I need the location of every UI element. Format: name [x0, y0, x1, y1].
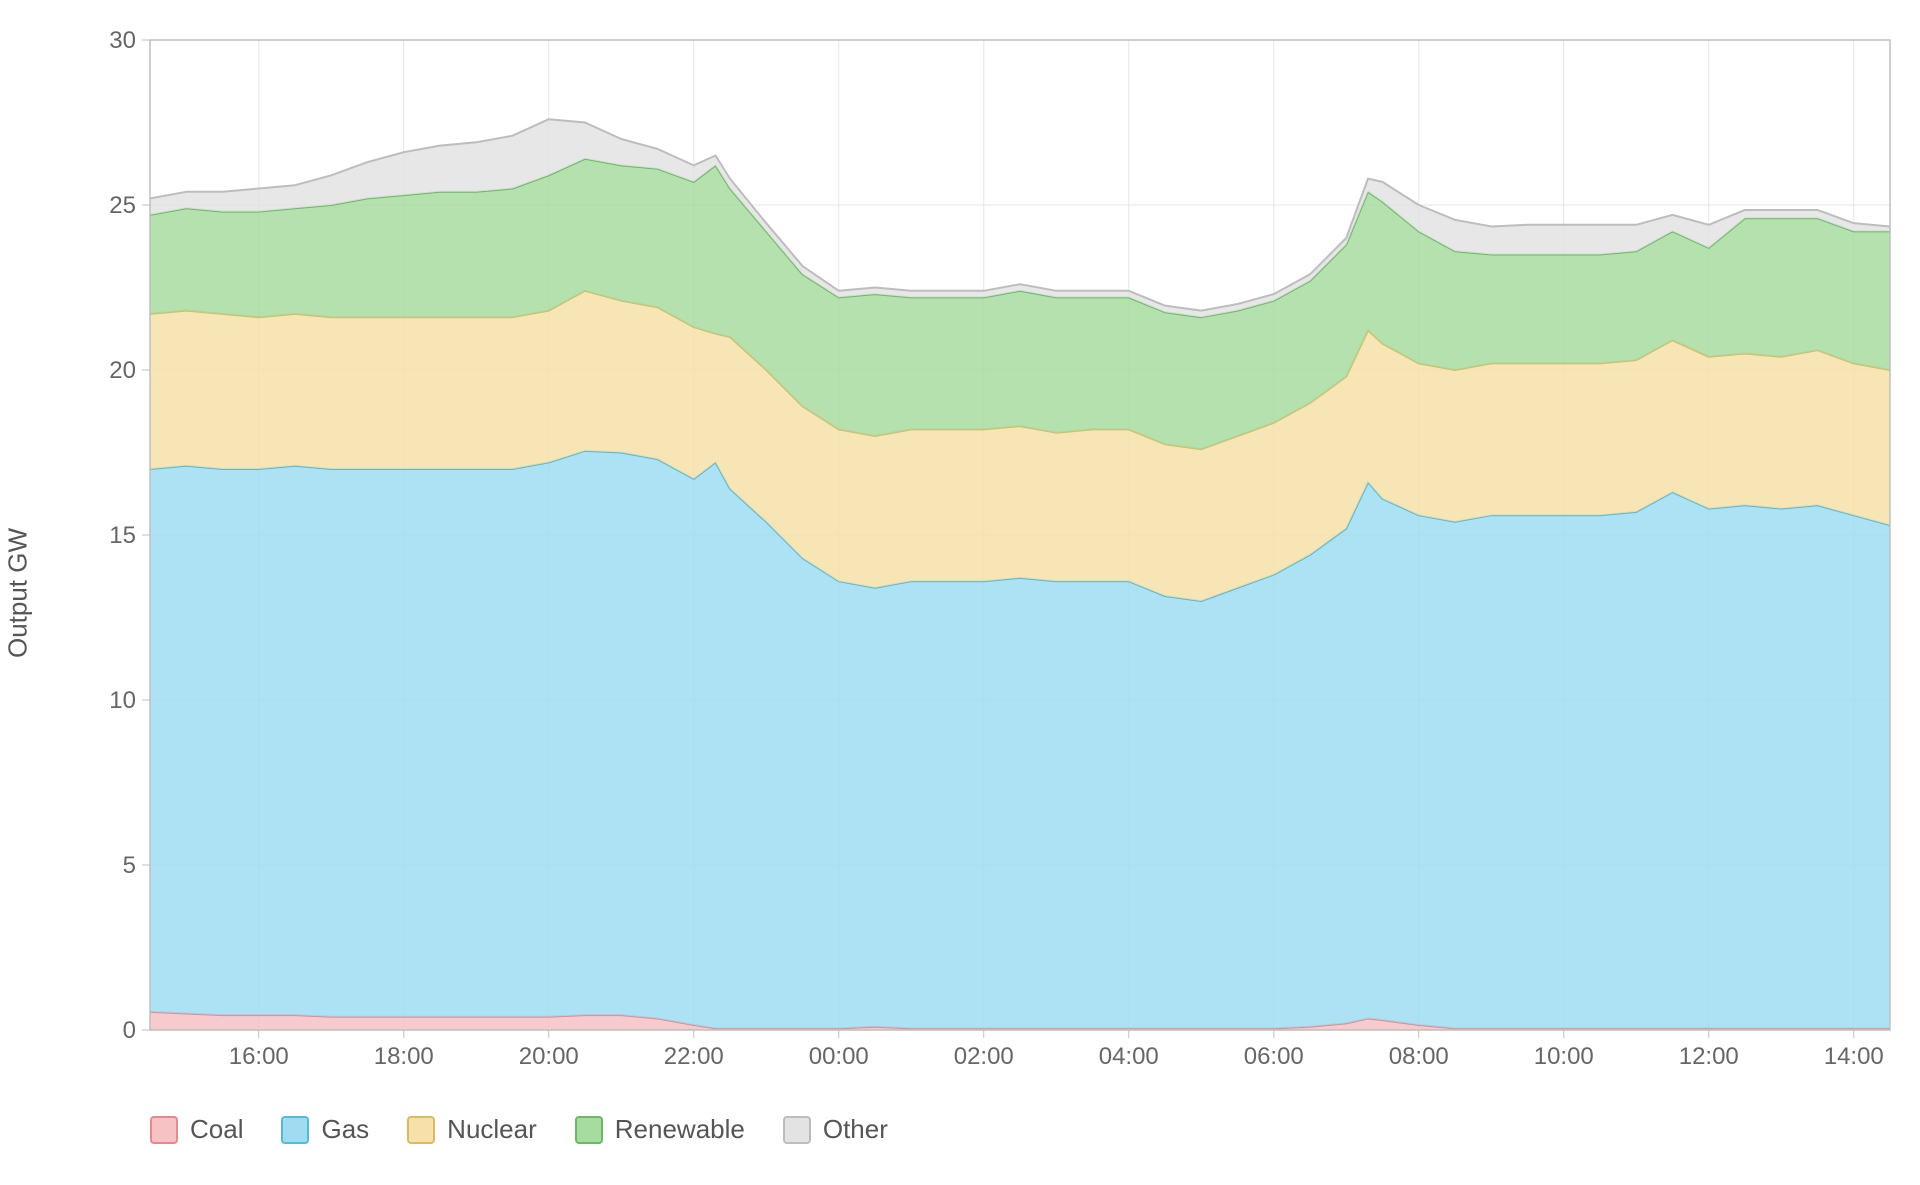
- legend-label: Renewable: [615, 1114, 745, 1145]
- x-tick-label: 06:00: [1244, 1043, 1304, 1070]
- legend-swatch-nuclear: [407, 1116, 435, 1144]
- y-tick-label: 5: [123, 852, 136, 879]
- output-chart: Output GW 16:0018:0020:0022:0000:0002:00…: [0, 0, 1920, 1185]
- x-tick-label: 02:00: [954, 1043, 1014, 1070]
- y-tick-label: 0: [123, 1017, 136, 1044]
- legend-label: Nuclear: [447, 1114, 537, 1145]
- legend-label: Other: [823, 1114, 888, 1145]
- x-tick-label: 08:00: [1389, 1043, 1449, 1070]
- y-tick-label: 15: [109, 522, 136, 549]
- legend-item-renewable[interactable]: Renewable: [575, 1114, 745, 1145]
- y-tick-label: 30: [109, 27, 136, 54]
- legend-swatch-coal: [150, 1116, 178, 1144]
- x-tick-label: 00:00: [809, 1043, 869, 1070]
- legend-item-nuclear[interactable]: Nuclear: [407, 1114, 537, 1145]
- y-tick-label: 10: [109, 687, 136, 714]
- legend-swatch-renewable: [575, 1116, 603, 1144]
- x-tick-label: 14:00: [1824, 1043, 1884, 1070]
- x-tick-label: 18:00: [374, 1043, 434, 1070]
- legend-item-other[interactable]: Other: [783, 1114, 888, 1145]
- x-tick-label: 16:00: [229, 1043, 289, 1070]
- legend: Coal Gas Nuclear Renewable Other: [150, 1114, 888, 1145]
- y-tick-label: 20: [109, 357, 136, 384]
- legend-label: Gas: [321, 1114, 369, 1145]
- x-tick-label: 04:00: [1099, 1043, 1159, 1070]
- legend-label: Coal: [190, 1114, 243, 1145]
- x-tick-label: 12:00: [1679, 1043, 1739, 1070]
- legend-item-gas[interactable]: Gas: [281, 1114, 369, 1145]
- x-tick-label: 22:00: [664, 1043, 724, 1070]
- y-tick-label: 25: [109, 192, 136, 219]
- legend-swatch-other: [783, 1116, 811, 1144]
- legend-item-coal[interactable]: Coal: [150, 1114, 243, 1145]
- legend-swatch-gas: [281, 1116, 309, 1144]
- chart-svg: 16:00 18:00 20:00 22:00 00:00 02:00 04:00 06:00…: [0, 0, 1920, 1185]
- x-tick-label: 10:00: [1534, 1043, 1594, 1070]
- x-tick-label: 20:00: [519, 1043, 579, 1070]
